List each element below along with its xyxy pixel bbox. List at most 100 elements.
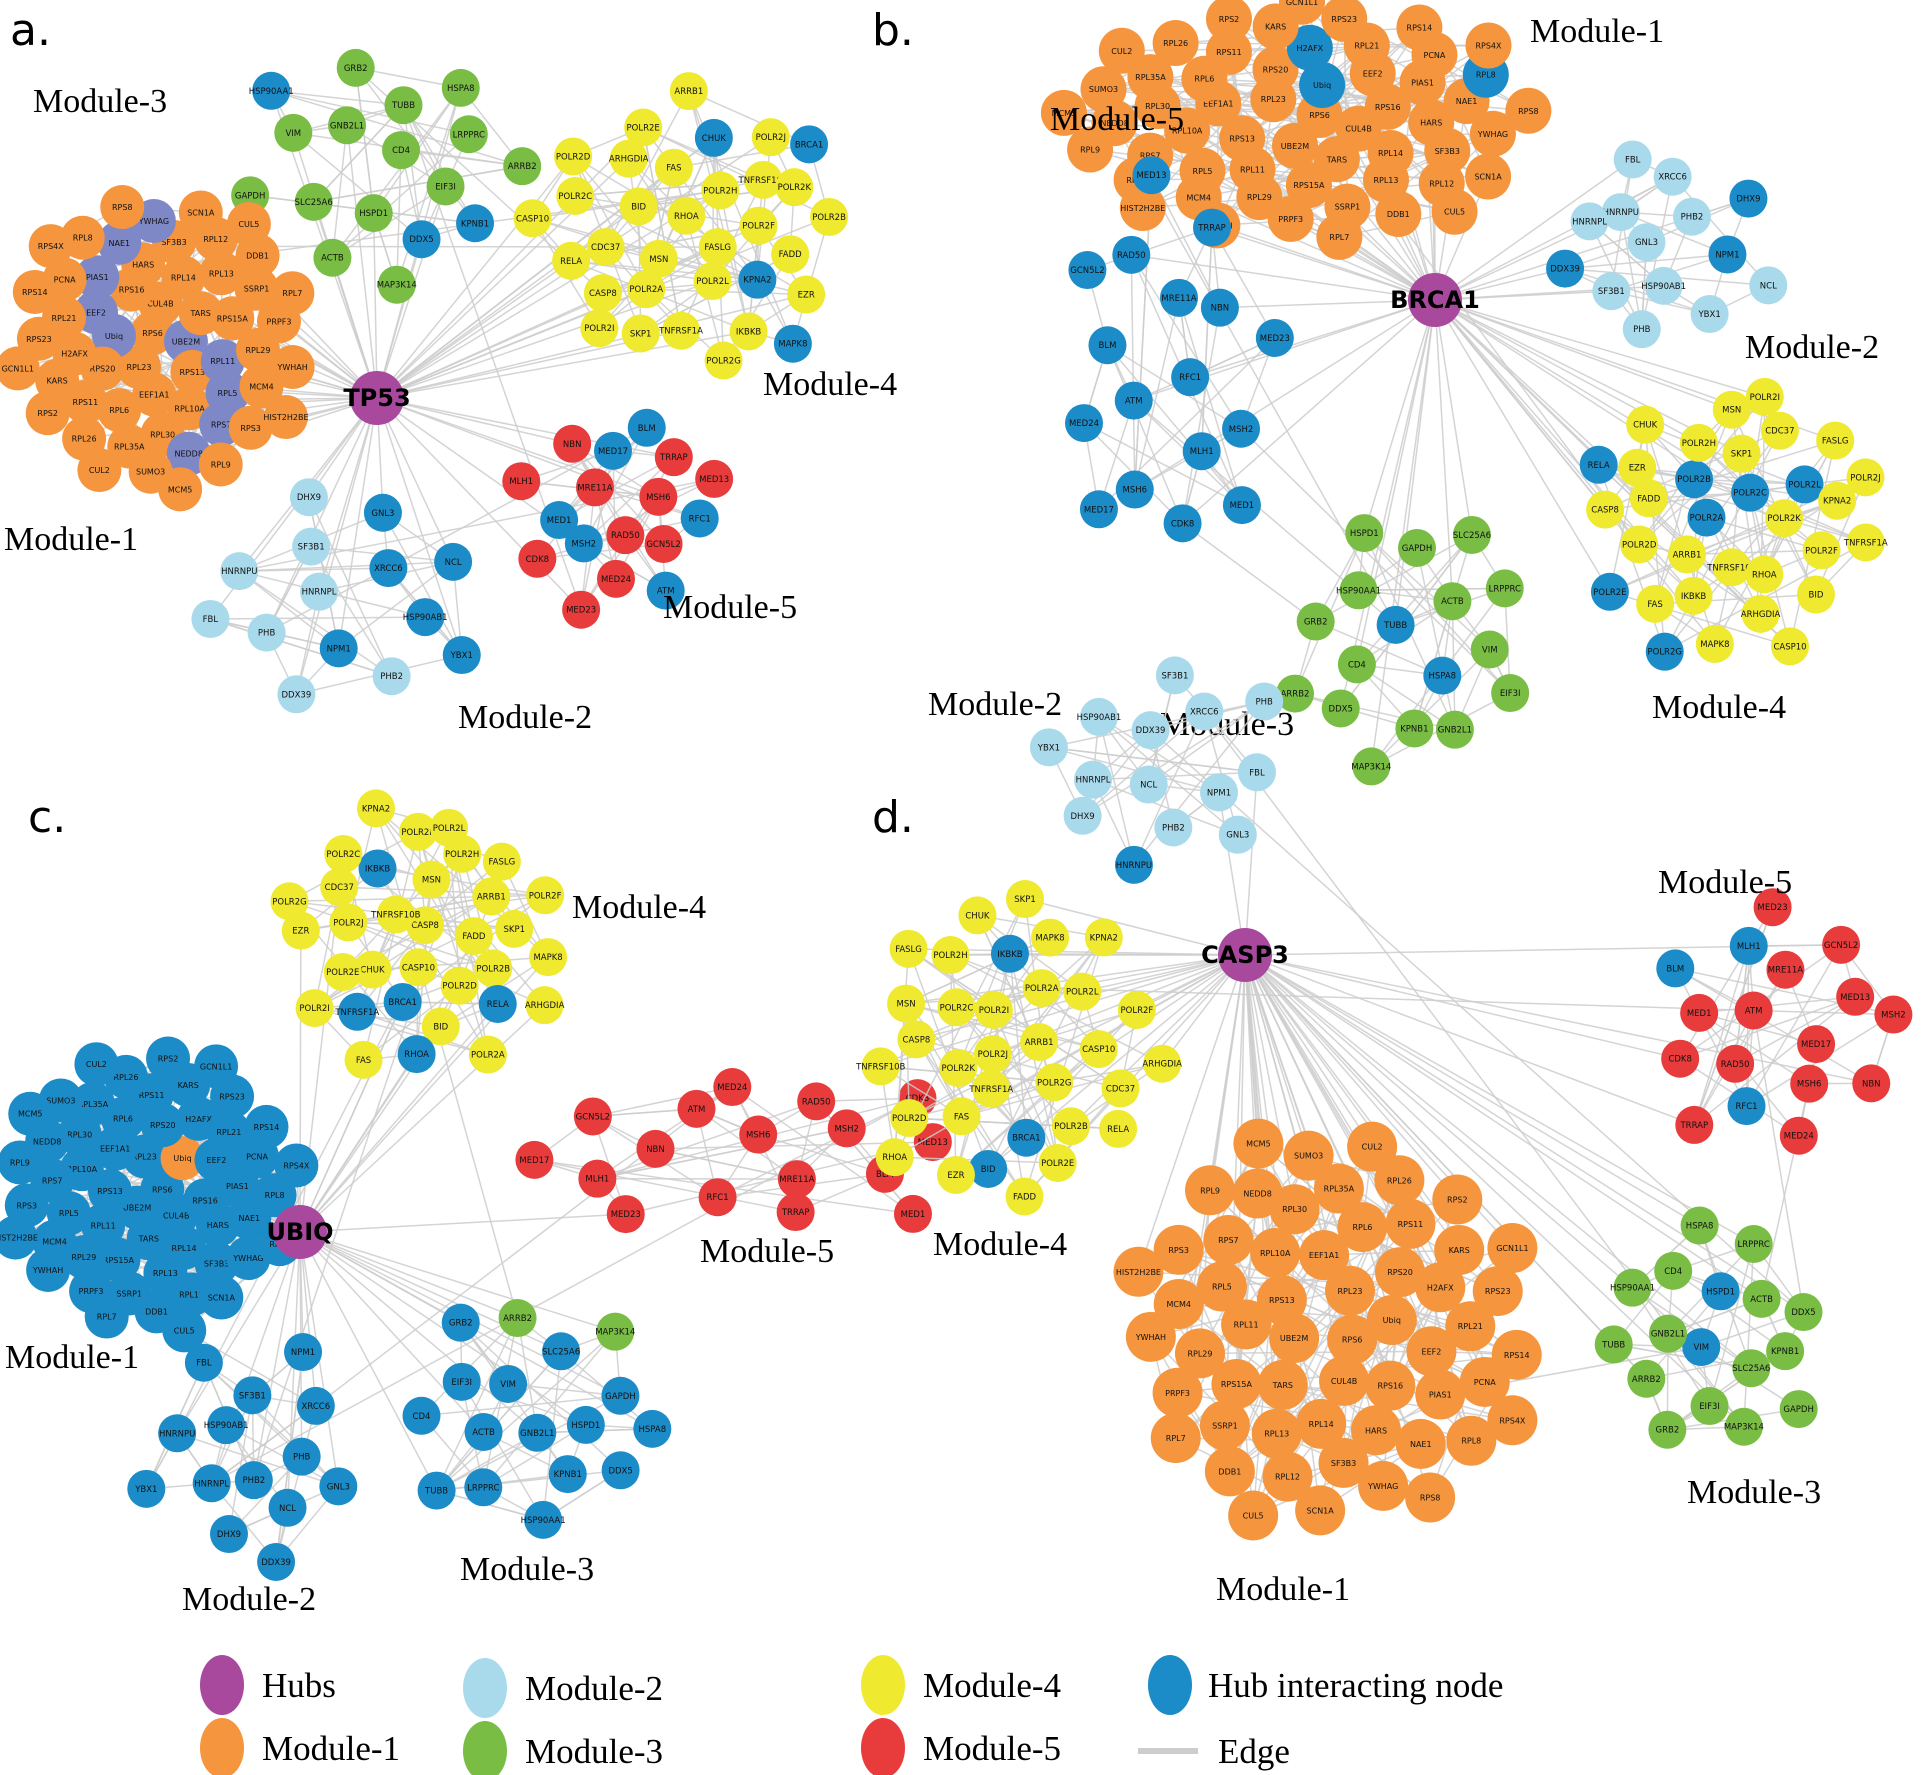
gene-node-label: RPS8 xyxy=(112,203,133,212)
gene-node-label: KARS xyxy=(178,1081,199,1090)
gene-node-label: POLR2C xyxy=(558,192,592,202)
gene-node-label: SF3B3 xyxy=(204,1260,229,1269)
gene-node xyxy=(199,251,244,296)
gene-node xyxy=(775,168,814,207)
gene-node-label: POLR2B xyxy=(812,213,846,223)
gene-node xyxy=(1337,1202,1388,1253)
gene-node-label: RHOA xyxy=(674,212,699,222)
gene-node-label: ATM xyxy=(1745,1006,1763,1016)
gene-node xyxy=(713,1068,752,1107)
gene-node-label: SF3B3 xyxy=(1435,147,1460,156)
gene-node-label: CHUK xyxy=(1633,421,1658,431)
gene-node-label: TNFRSF1A xyxy=(334,1008,379,1018)
gene-node xyxy=(384,86,423,125)
gene-node-label: UBE2M xyxy=(123,1204,151,1213)
gene-node xyxy=(1729,179,1768,218)
gene-node-label: PRPF3 xyxy=(1165,1389,1190,1398)
gene-node xyxy=(1724,1407,1763,1446)
gene-node-label: RPS2 xyxy=(1219,15,1240,24)
gene-node xyxy=(578,1159,617,1198)
gene-node-label: BLM xyxy=(1666,964,1684,974)
gene-node xyxy=(1797,1025,1836,1064)
gene-node xyxy=(1687,498,1726,537)
gene-node-label: SLC25A6 xyxy=(1732,1364,1770,1374)
gene-node-label: DDX39 xyxy=(261,1558,291,1568)
gene-node-label: MED1 xyxy=(901,1210,926,1220)
gene-node-label: CD4 xyxy=(1348,660,1366,670)
gene-node-label: MAPK8 xyxy=(1700,640,1729,650)
gene-node xyxy=(1318,1437,1369,1488)
gene-node xyxy=(472,877,511,916)
gene-node-label: CD4 xyxy=(413,1412,431,1422)
gene-node-label: YBX1 xyxy=(450,651,473,661)
gene-node xyxy=(226,202,271,247)
gene-node-label: RPL11 xyxy=(210,357,235,366)
gene-node xyxy=(363,493,402,532)
gene-node xyxy=(456,204,495,243)
gene-node xyxy=(1613,140,1652,179)
cluster-module-5-panel-d: ATM MED17 RAD50 MRE11A MSH6 MED1 MED13 RFC1 MLH1… xyxy=(1656,888,1913,1155)
gene-node xyxy=(1351,1405,1402,1456)
gene-node xyxy=(96,1237,141,1282)
gene-node-label: ARRB2 xyxy=(503,1314,532,1324)
gene-node-label: KARS xyxy=(47,377,68,386)
gene-node xyxy=(1465,153,1512,200)
gene-node-label: ARRB1 xyxy=(674,87,703,97)
gene-node xyxy=(1132,156,1171,195)
gene-node-label: VIM xyxy=(500,1380,516,1390)
gene-node-label: RAD50 xyxy=(611,531,640,541)
gene-node xyxy=(244,1104,289,1149)
gene-node-label: GCN5L2 xyxy=(1824,941,1858,951)
gene-node xyxy=(553,424,592,463)
gene-node xyxy=(191,599,230,638)
gene-node xyxy=(939,1049,978,1088)
gene-node-label: POLR2C xyxy=(940,1003,974,1013)
gene-node-label: POLR2B xyxy=(476,964,510,974)
gene-node xyxy=(1005,880,1044,919)
gene-node-label: CUL5 xyxy=(174,1326,195,1335)
gene-node-label: POLR2A xyxy=(1025,984,1059,994)
gene-node-label: RPS11 xyxy=(1398,1220,1424,1229)
gene-node xyxy=(1237,753,1276,792)
panel-letter: b. xyxy=(872,5,914,56)
gene-node xyxy=(619,187,658,226)
gene-node xyxy=(1745,555,1784,594)
gene-node-label: RFC1 xyxy=(707,1193,729,1203)
hub-label: UBIQ xyxy=(266,1218,333,1246)
gene-node-label: CUL5 xyxy=(1243,1511,1264,1520)
gene-node xyxy=(1672,197,1711,236)
gene-node-label: ARRB1 xyxy=(477,892,506,902)
gene-node-label: RPL35A xyxy=(1324,1185,1355,1194)
gene-node-label: FAS xyxy=(666,164,681,174)
gene-node-label: RAD50 xyxy=(1117,251,1146,261)
gene-node xyxy=(402,1396,441,1435)
gene-node-label: RPS23 xyxy=(1331,15,1357,24)
gene-node-label: RPS20 xyxy=(1263,65,1289,74)
gene-node xyxy=(234,266,279,311)
gene-node xyxy=(1435,710,1474,749)
gene-node xyxy=(644,524,683,563)
gene-node xyxy=(1622,310,1661,349)
gene-node-label: RPL11 xyxy=(1234,1320,1259,1329)
gene-node-label: PIAS1 xyxy=(1429,1391,1452,1400)
gene-node-label: POLR2G xyxy=(706,357,740,367)
gene-node-label: MLH1 xyxy=(1190,447,1214,457)
gene-node xyxy=(1117,990,1156,1029)
gene-node xyxy=(97,388,142,433)
gene-node-label: NEDD8 xyxy=(33,1137,61,1146)
gene-node-label: RPS14 xyxy=(254,1123,280,1132)
gene-node-label: LRPPRC xyxy=(467,1483,499,1493)
gene-node-label: MED23 xyxy=(566,606,596,616)
gene-node xyxy=(1296,602,1335,641)
gene-node xyxy=(1114,381,1153,420)
gene-node-label: MSH2 xyxy=(1229,425,1254,435)
gene-node-label: HSP90AB1 xyxy=(204,1421,249,1431)
gene-node xyxy=(292,527,331,566)
gene-node xyxy=(1648,1410,1687,1449)
gene-node xyxy=(1005,1177,1044,1216)
gene-node-label: DDB1 xyxy=(246,252,269,261)
gene-node xyxy=(1648,1314,1687,1353)
legend-label: Module-4 xyxy=(923,1666,1061,1705)
gene-node xyxy=(1079,490,1118,529)
gene-node xyxy=(28,224,73,269)
